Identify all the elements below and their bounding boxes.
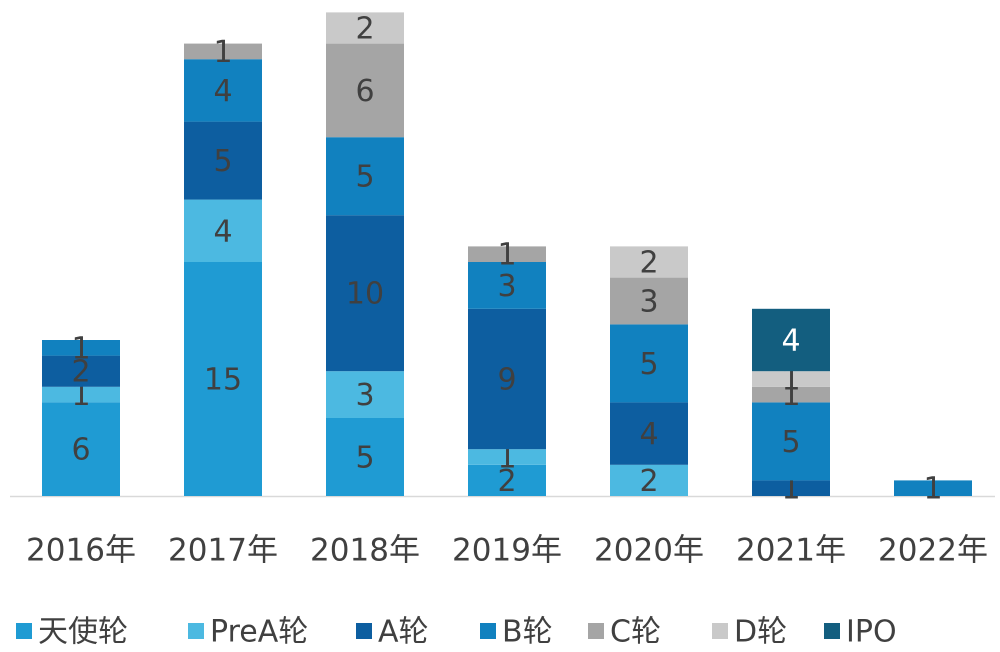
x-tick-label: 2022年 [878,533,988,569]
bar-segment [326,12,404,44]
data-label: 6 [355,74,374,109]
x-tick-label: 2016年 [26,533,136,569]
data-label: 5 [781,425,800,460]
legend-swatch [712,623,728,639]
bar-segment [752,402,830,481]
data-label: 1 [781,472,800,507]
data-label: 15 [204,363,242,398]
data-label: 1 [923,472,942,507]
data-label: 2 [639,464,658,499]
bar-segment [326,418,404,496]
data-label: 1 [213,35,232,70]
bar-segment [468,308,546,450]
data-label: 3 [355,378,374,413]
x-tick-label: 2020年 [594,533,704,569]
bar-segment [184,121,262,200]
bar-segment [752,308,830,372]
data-label: 10 [346,277,384,312]
data-label: 5 [355,160,374,195]
legend-label: D轮 [734,615,787,650]
data-label: 3 [497,269,516,304]
bar-segment [326,43,404,138]
x-tick-label: 2021年 [736,533,846,569]
data-label: 1 [71,331,90,366]
data-label: 5 [639,347,658,382]
data-label: 4 [781,324,800,359]
legend-swatch [588,623,604,639]
legend-label: PreA轮 [210,615,308,650]
bar-segment [752,480,830,496]
bar-segment [42,340,120,356]
x-tick-label: 2017年 [168,533,278,569]
bar-segment [610,402,688,465]
legend-swatch [16,623,32,639]
bar-segment [42,402,120,496]
bar-segment [468,464,546,496]
data-label: 6 [71,433,90,468]
x-tick-label: 2019年 [452,533,562,569]
data-label: 1 [497,441,516,476]
bar-segment [894,480,972,496]
data-label: 1 [781,378,800,413]
legend-swatch [188,623,204,639]
x-tick-label: 2018年 [310,533,420,569]
bar-segment [468,449,546,465]
bar-segment [184,59,262,122]
legend-label: 天使轮 [38,615,128,650]
data-label: 1 [781,363,800,398]
data-label: 4 [213,74,232,109]
legend-label: IPO [846,615,897,650]
bar-segment [610,246,688,278]
bar-segment [326,215,404,372]
bar-segment [610,324,688,403]
bar-segment [42,355,120,387]
legend-label: C轮 [610,615,661,650]
legend-swatch [824,623,840,639]
bar-segment [468,262,546,309]
data-label: 4 [213,214,232,249]
data-label: 1 [497,238,516,273]
legend-label: A轮 [378,615,429,650]
bar-segment [184,199,262,262]
legend-swatch [356,623,372,639]
bar-segment [184,43,262,60]
data-label: 2 [355,12,374,47]
bar-segment [610,464,688,496]
data-label: 5 [355,441,374,476]
bar-segment [610,277,688,325]
data-label: 5 [213,144,232,179]
bar-segment [42,386,120,403]
data-label: 2 [497,464,516,499]
data-label: 1 [71,378,90,413]
data-label: 2 [639,246,658,281]
bar-segment [326,137,404,216]
legend-swatch [480,623,496,639]
data-label: 4 [639,417,658,452]
bar-segment [326,371,404,418]
bar-segment [752,386,830,403]
data-label: 2 [71,355,90,390]
bar-segment [752,371,830,387]
data-label: 3 [639,285,658,320]
bar-segment [468,246,546,262]
legend-label: B轮 [502,615,553,650]
data-label: 9 [497,363,516,398]
bar-segment [184,262,262,496]
